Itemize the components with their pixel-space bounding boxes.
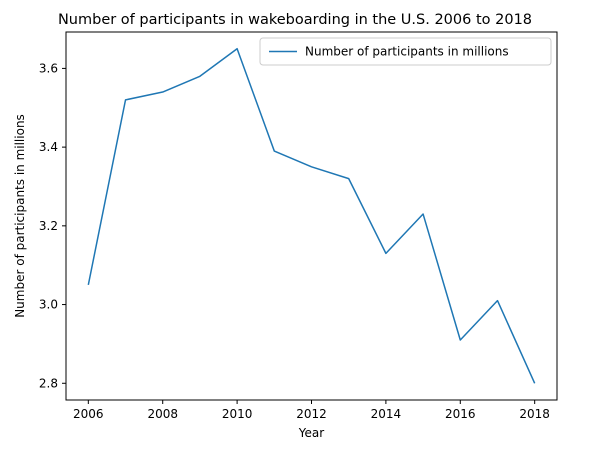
x-tick-label: 2006 [73, 407, 104, 421]
plot-area: 2006 2008 2010 2012 2014 2016 2018 2.8 3.0 3.2 3.… [39, 31, 558, 421]
x-axis-label: Year [298, 426, 324, 440]
y-tick-label: 3.0 [39, 298, 58, 312]
y-axis-label: Number of participants in millions [13, 114, 27, 318]
x-tick-label: 2008 [147, 407, 178, 421]
plot-frame [65, 31, 558, 401]
x-tick-label: 2012 [296, 407, 327, 421]
y-tick-label: 3.4 [39, 140, 58, 154]
x-tick-label: 2016 [445, 407, 476, 421]
legend: Number of participants in millions [259, 37, 552, 66]
y-tick-label: 3.6 [39, 61, 58, 75]
series-layer [87, 47, 536, 384]
x-tick-label: 2018 [519, 407, 550, 421]
y-tick-label: 2.8 [39, 376, 58, 390]
x-axis: 2006 2008 2010 2012 2014 2016 2018 [73, 400, 550, 421]
legend-label: Number of participants in millions [305, 45, 509, 59]
chart-title: Number of participants in wakeboarding i… [58, 12, 532, 28]
legend-box [259, 37, 552, 66]
y-axis: 2.8 3.0 3.2 3.4 3.6 [39, 61, 66, 390]
series-line [87, 47, 536, 384]
y-tick-label: 3.2 [39, 219, 58, 233]
x-tick-label: 2010 [222, 407, 253, 421]
x-tick-label: 2014 [371, 407, 402, 421]
